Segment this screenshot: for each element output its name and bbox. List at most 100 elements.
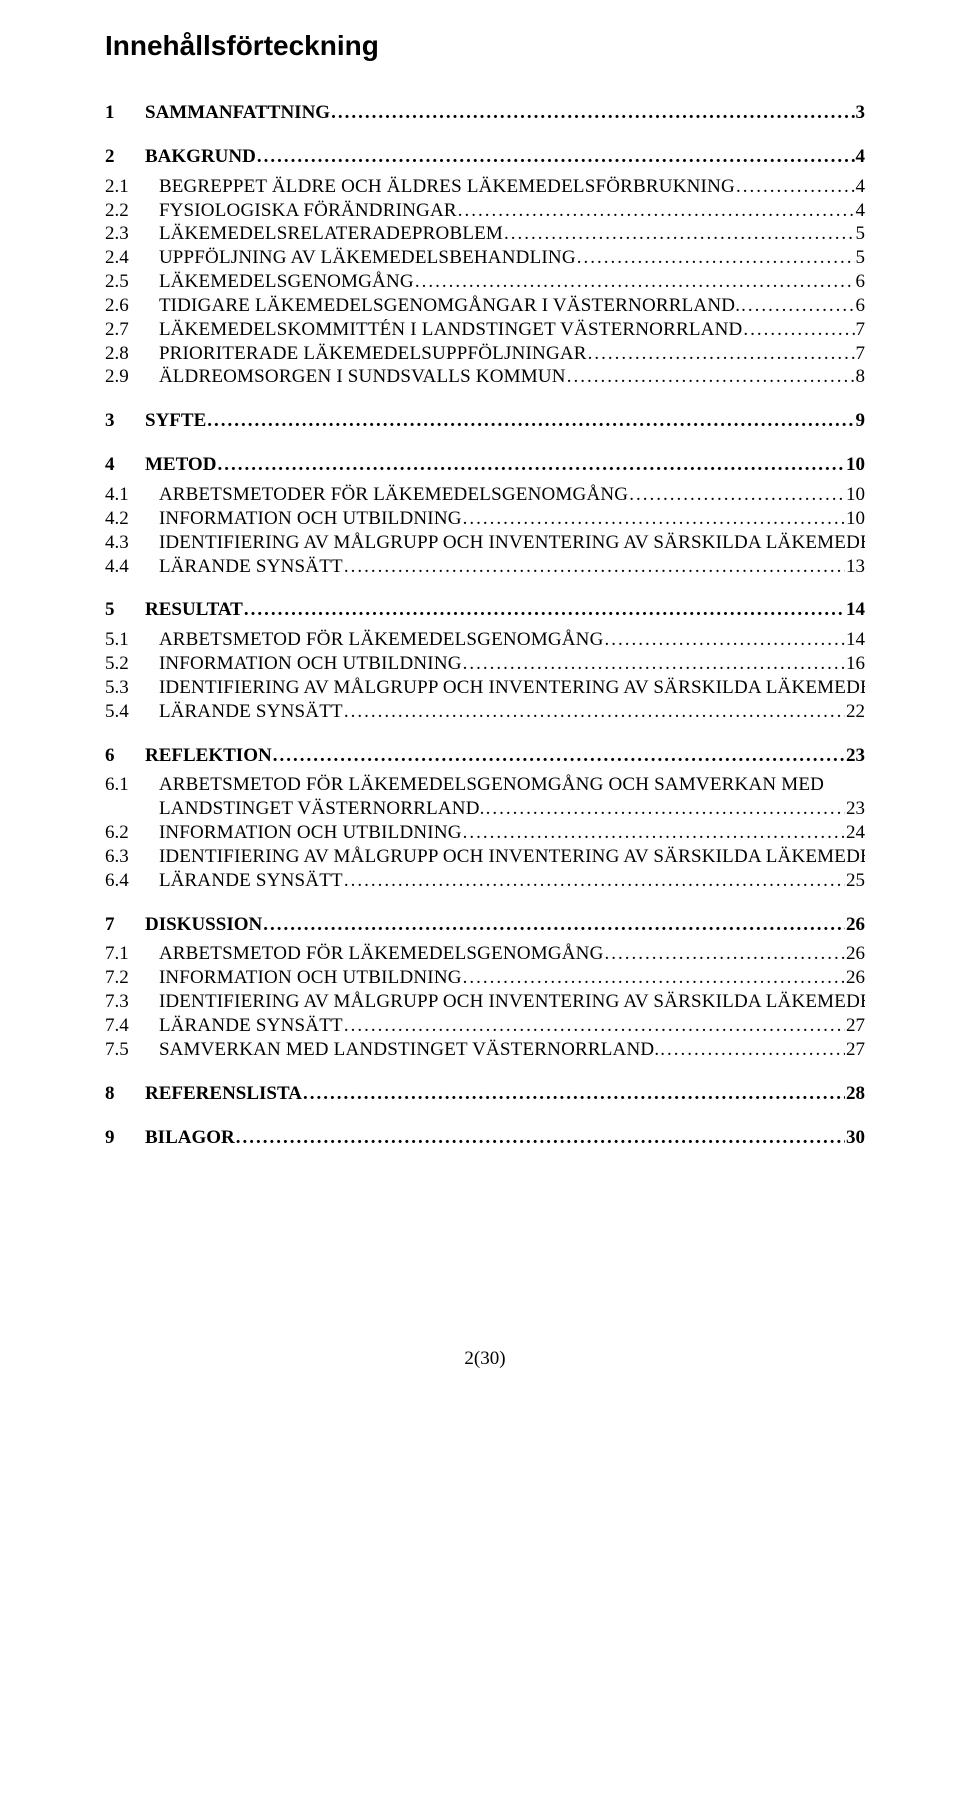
toc-number: 4.2 [105, 508, 159, 530]
toc-leader [344, 1015, 845, 1037]
toc-page: 24 [846, 822, 865, 844]
toc-label: ARBETSMETODER FÖR LÄKEMEDELSGENOMGÅNG [159, 484, 628, 506]
toc-label: LÄRANDE SYNSÄTT [159, 1015, 343, 1037]
toc-number: 7 [105, 914, 145, 936]
toc-label-rest: LDREOMSORGEN I SUNDSVALLS KOMMUN [173, 366, 566, 387]
toc-page: 14 [846, 599, 865, 621]
toc-label: DISKUSSION [145, 914, 262, 936]
toc-leader [463, 822, 845, 844]
toc-leader [344, 701, 845, 723]
toc-leader [463, 508, 845, 530]
toc-label: SAMVERKAN MED LANDSTINGET VÄSTERNORRLAND… [159, 1039, 659, 1061]
toc-label-rest: IDIGARE LÄKEMEDELSGENOMGÅNGAR I VÄSTERNO… [171, 295, 741, 316]
toc-label-rest: NFORMATION OCH UTBILDNING [165, 822, 461, 843]
toc-entry-lvl2: 7.5SAMVERKAN MED LANDSTINGET VÄSTERNORRL… [105, 1039, 865, 1061]
toc-label: METOD [145, 454, 216, 476]
toc-page: 27 [846, 1039, 865, 1061]
toc-number: 8 [105, 1083, 145, 1105]
toc-label: UPPFÖLJNING AV LÄKEMEDELSBEHANDLING [159, 247, 576, 269]
toc-leader [463, 967, 845, 989]
toc-label-cont: LANDSTINGET VÄSTERNORRLAND. [159, 798, 485, 820]
toc-entry-lvl2: 2.4UPPFÖLJNING AV LÄKEMEDELSBEHANDLING 5 [105, 247, 865, 269]
toc-label-initial: L [159, 701, 171, 722]
toc-leader [207, 410, 854, 432]
toc-label: ARBETSMETOD FÖR LÄKEMEDELSGENOMGÅNG [159, 629, 604, 651]
toc-label-rest: ÄRANDE SYNSÄTT [171, 701, 343, 722]
toc-entry-lvl2: 6.3IDENTIFIERING AV MÅLGRUPP OCH INVENTE… [105, 846, 865, 868]
toc-label-initial: L [159, 1015, 171, 1036]
toc-entry-lvl1: 5RESULTAT14 [105, 599, 865, 621]
toc-label-rest: EGREPPET ÄLDRE OCH ÄLDRES LÄKEMEDELSFÖRB… [172, 176, 735, 197]
toc-page: 27 [846, 1015, 865, 1037]
toc-label: INFORMATION OCH UTBILDNING [159, 822, 462, 844]
toc-number: 7.5 [105, 1039, 159, 1061]
toc-page: 26 [846, 943, 865, 965]
toc-number: 5.4 [105, 701, 159, 723]
toc-label-initial: P [159, 343, 170, 364]
toc-leader [236, 1127, 845, 1149]
toc-page: 10 [846, 484, 865, 506]
toc-label-initial: T [159, 295, 171, 316]
toc-leader [567, 366, 855, 388]
toc-label-rest: RBETSMETOD FÖR LÄKEMEDELSGENOMGÅNG [173, 943, 604, 964]
toc-leader [303, 1083, 845, 1105]
toc-label-initial: A [159, 629, 173, 650]
toc-page: 4 [856, 176, 866, 198]
toc-page: 8 [856, 366, 866, 388]
toc-entry-lvl2: 2.5LÄKEMEDELSGENOMGÅNG6 [105, 271, 865, 293]
toc-page: 4 [856, 146, 866, 168]
toc-label: SYFTE [145, 410, 206, 432]
toc-number: 5.1 [105, 629, 159, 651]
toc-page: 7 [856, 319, 866, 341]
toc-label-rest: RBETSMETOD FÖR LÄKEMEDELSGENOMGÅNG [173, 629, 604, 650]
toc-entry-lvl1: 1SAMMANFATTNING3 [105, 102, 865, 124]
toc-page: 5 [856, 223, 866, 245]
toc-label-rest: DENTIFIERING AV MÅLGRUPP OCH INVENTERING… [165, 532, 865, 553]
toc-page: 6 [856, 295, 866, 317]
toc-label-initial: L [159, 223, 171, 244]
toc-entry-lvl2: 7.3IDENTIFIERING AV MÅLGRUPP OCH INVENTE… [105, 991, 865, 1013]
toc-page: 13 [846, 556, 865, 578]
toc-page: 5 [856, 247, 866, 269]
toc-entry-lvl2: 5.3IDENTIFIERING AV MÅLGRUPP OCH INVENTE… [105, 677, 865, 699]
toc-label-rest: ÄKEMEDELSRELATERADEPROBLEM [171, 223, 503, 244]
toc-leader [331, 102, 854, 124]
toc-entry-lvl1: 2BAKGRUND4 [105, 146, 865, 168]
toc-page: 23 [846, 745, 865, 767]
toc-label: PRIORITERADE LÄKEMEDELSUPPFÖLJNINGAR [159, 343, 587, 365]
toc-entry-lvl1: 7DISKUSSION26 [105, 914, 865, 936]
toc-label: BEGREPPET ÄLDRE OCH ÄLDRES LÄKEMEDELSFÖR… [159, 176, 735, 198]
toc-label-rest: ÄKEMEDELSGENOMGÅNG [171, 271, 414, 292]
toc-leader [415, 271, 855, 293]
toc-page: 10 [846, 508, 865, 530]
toc-label: IDENTIFIERING AV MÅLGRUPP OCH INVENTERIN… [159, 532, 865, 554]
toc-label: TIDIGARE LÄKEMEDELSGENOMGÅNGAR I VÄSTERN… [159, 295, 740, 317]
table-of-contents: 1SAMMANFATTNING32BAKGRUND42.1BEGREPPET Ä… [105, 102, 865, 1148]
toc-entry-lvl2: 2.2FYSIOLOGISKA FÖRÄNDRINGAR4 [105, 200, 865, 222]
toc-label: INFORMATION OCH UTBILDNING [159, 967, 462, 989]
page-title: Innehållsförteckning [105, 30, 865, 62]
toc-number: 2.9 [105, 366, 159, 388]
toc-label-rest: AMVERKAN MED LANDSTINGET VÄSTERNORRLAND. [170, 1039, 660, 1060]
toc-leader [244, 599, 845, 621]
toc-number: 2.8 [105, 343, 159, 365]
toc-number: 7.2 [105, 967, 159, 989]
toc-label: IDENTIFIERING AV MÅLGRUPP OCH INVENTERIN… [159, 677, 865, 699]
toc-label-initial: A [159, 774, 173, 795]
toc-leader [217, 454, 845, 476]
toc-label-rest: PPFÖLJNING AV LÄKEMEDELSBEHANDLING [173, 247, 576, 268]
toc-entry-lvl1: 6REFLEKTION23 [105, 745, 865, 767]
toc-number: 7.4 [105, 1015, 159, 1037]
toc-number: 2.5 [105, 271, 159, 293]
toc-label-initial: A [159, 484, 173, 505]
toc-page: 25 [846, 870, 865, 892]
toc-entry-lvl2: 6.2INFORMATION OCH UTBILDNING24 [105, 822, 865, 844]
toc-number: 6 [105, 745, 145, 767]
toc-leader [629, 484, 845, 506]
toc-leader [257, 146, 855, 168]
toc-label: ARBETSMETOD FÖR LÄKEMEDELSGENOMGÅNG OCH … [159, 774, 824, 796]
toc-number: 2.4 [105, 247, 159, 269]
toc-label: IDENTIFIERING AV MÅLGRUPP OCH INVENTERIN… [159, 991, 865, 1013]
toc-page: 3 [856, 102, 866, 124]
toc-label: LÄRANDE SYNSÄTT [159, 556, 343, 578]
